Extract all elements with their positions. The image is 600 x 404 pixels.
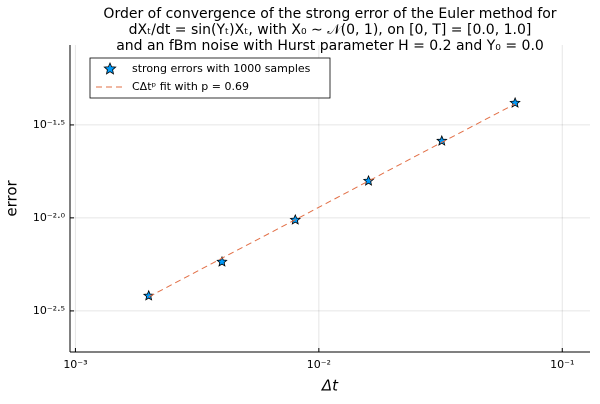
legend-label: strong errors with 1000 samples xyxy=(132,62,311,75)
data-point xyxy=(436,134,448,146)
legend-label: CΔtᵖ fit with p = 0.69 xyxy=(132,80,249,93)
data-point xyxy=(216,255,228,267)
x-tick-label: 10⁻² xyxy=(307,358,331,371)
data-point xyxy=(142,289,155,301)
data-point xyxy=(362,174,375,186)
chart-title: dXₜ/dt = sin(Yₜ)Xₜ, with X₀ ∼ 𝒩(0, 1), o… xyxy=(129,22,532,38)
y-tick-label: 10⁻²·⁰ xyxy=(33,211,66,224)
fit-line xyxy=(148,103,516,298)
chart-title: and an fBm noise with Hurst parameter H … xyxy=(116,38,544,54)
x-tick-label: 10⁻³ xyxy=(63,358,87,371)
chart-title: Order of convergence of the strong error… xyxy=(103,6,556,22)
legend-marker xyxy=(103,61,117,75)
y-axis-label: error xyxy=(3,180,21,217)
x-tick-label: 10⁻¹ xyxy=(550,358,574,371)
x-axis-label: Δt xyxy=(321,377,339,395)
y-tick-label: 10⁻¹·⁵ xyxy=(33,118,65,131)
y-tick-label: 10⁻²·⁵ xyxy=(33,304,65,317)
legend-box xyxy=(89,57,331,99)
legend: strong errors with 1000 samples CΔtᵖ fit … xyxy=(89,57,331,99)
